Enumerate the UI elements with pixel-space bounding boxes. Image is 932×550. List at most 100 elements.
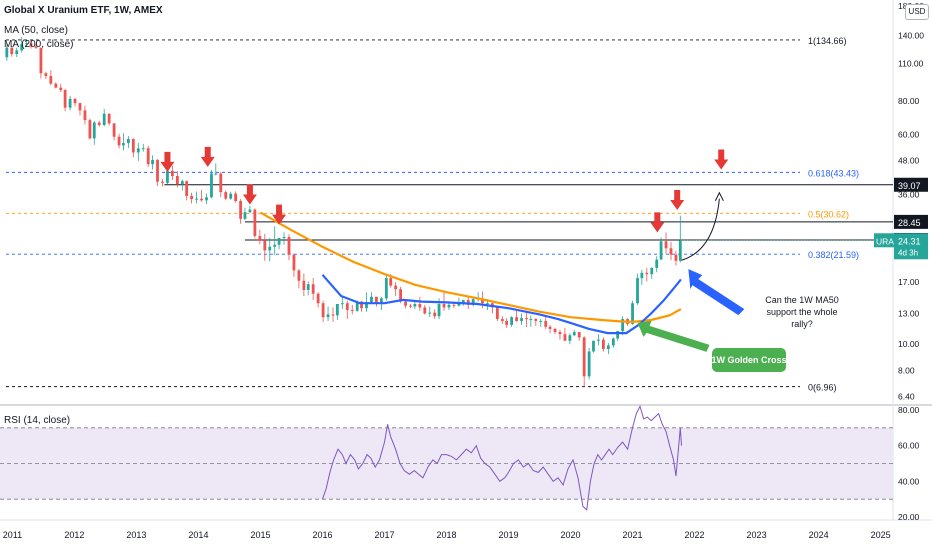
candle-body [674,254,678,261]
candle-body [170,170,174,177]
candle-body [394,285,398,290]
candle-body [423,307,427,314]
candle-body [117,136,121,146]
candle-body [136,148,140,153]
candle-body [452,304,456,306]
candle-body [97,122,101,126]
candle-body [568,335,572,341]
price-tick-label: 10.00 [898,339,920,349]
candle-body [500,319,504,321]
time-tick-label: 2020 [561,530,581,540]
time-tick-label: 2023 [747,530,767,540]
candle-body [316,293,320,304]
candle-body [88,120,92,139]
candle-body [326,314,330,318]
candle-body [669,248,673,255]
candle-body [78,103,82,111]
candle-body [302,280,306,290]
callout-text: Can the 1W MA50 [765,295,839,305]
candle-body [606,345,610,350]
candle-body [471,299,475,305]
candle-body [437,304,441,317]
candle-body [510,317,514,325]
candle-body [306,284,310,290]
fib-level-label: 0.382(21.59) [808,250,859,260]
candle-body [640,272,644,279]
price-tick-label: 8.00 [898,365,915,375]
candle-body [365,302,368,309]
red-down-arrow [650,212,665,233]
candle-body [350,309,354,311]
candle-body [73,98,77,104]
candle-body [29,43,33,47]
time-tick-label: 2017 [374,530,394,540]
candle-body [577,332,581,338]
current-price-label: 24.31 [898,236,921,246]
time-tick-label: 2013 [126,530,146,540]
time-tick-label: 2019 [498,530,518,540]
candle-body [360,301,363,309]
candle-body [486,303,489,305]
candle-body [122,143,125,146]
ma200-legend: MA (200, close) [4,39,74,50]
candle-body [621,319,625,331]
symbol-label: URA [876,236,894,246]
candle-body [404,301,407,306]
red-down-arrow [714,149,729,170]
candle-body [345,303,349,310]
candle-body [466,299,470,305]
candle-body [131,138,135,153]
level-price-tag [894,177,928,192]
countdown-label: 4d 3h [898,248,918,257]
fib-level-label: 0(6.96) [808,383,837,393]
time-tick-label: 2024 [809,530,829,540]
candle-body [258,236,262,241]
golden-cross-arrow [637,320,710,352]
candle-body [592,340,595,352]
candle-body [587,351,591,377]
candle-body [253,209,257,237]
callout-text: rally? [791,319,813,329]
candle-body [515,317,518,321]
price-tick-label: 48.00 [898,156,920,166]
candle-body [370,296,373,303]
candle-body [195,198,198,200]
candle-body [83,110,87,121]
candle-body [166,170,169,183]
time-tick-label: 2025 [871,530,891,540]
candle-body [548,326,552,329]
candle-body [287,237,291,255]
candle-body [243,212,247,219]
price-tick-label: 6.40 [898,391,915,401]
rsi-tick-label: 80.00 [898,405,920,415]
candle-body [175,176,179,185]
candle-body [375,296,378,303]
blue-callout-arrow [688,269,745,316]
red-down-arrow [272,204,287,225]
candle-body [442,304,446,308]
candle-body [664,241,668,249]
golden-cross-badge [712,348,786,372]
candle-body [534,319,538,321]
candle-body [563,334,567,341]
callout-text: support the whole [766,307,837,317]
candle-body [399,289,403,302]
candle-body [63,90,67,108]
candle-body [418,304,422,308]
rsi-tick-label: 60.00 [898,441,920,451]
ma50-line [321,274,682,335]
time-tick-label: 2015 [250,530,270,540]
candle-body [601,339,605,350]
candle-body [520,318,523,321]
time-tick-label: 2011 [3,530,22,540]
candle-body [447,304,451,308]
currency-badge[interactable]: USD [905,4,929,20]
golden-cross-label: 1W Golden Cross [711,355,786,365]
level-price-label: 28.45 [898,218,921,228]
candle-body [678,240,682,261]
fib-level-label: 0.5(30.62) [808,209,849,219]
candle-body [161,181,164,183]
candle-body [190,195,194,199]
current-price-tag [894,233,928,260]
